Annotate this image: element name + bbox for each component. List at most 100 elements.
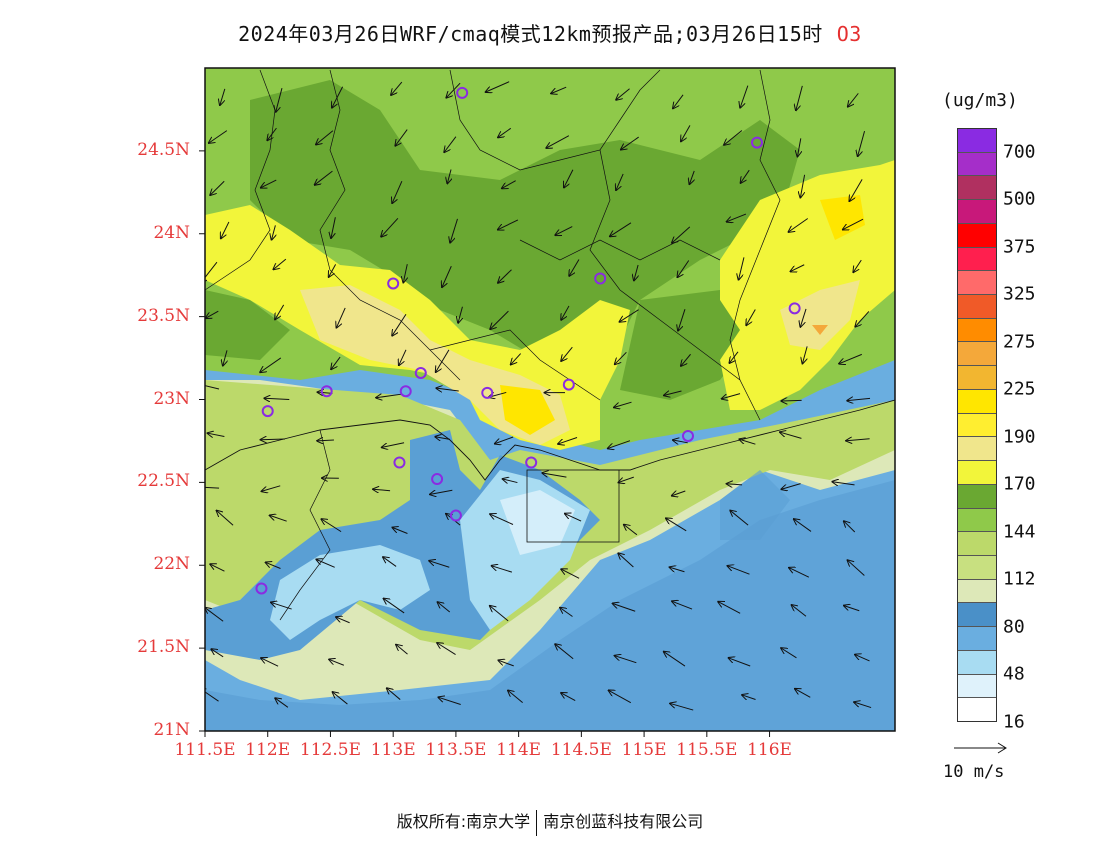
colorbar-cell	[958, 176, 996, 201]
lat-label: 23.5N	[137, 305, 190, 326]
wind-vector	[498, 219, 519, 230]
sea-deep-zone	[205, 480, 895, 731]
reference-vector-label: 10 m/s	[943, 762, 1005, 782]
wind-vector	[498, 269, 512, 283]
colorbar-cell	[958, 555, 996, 580]
colorbar-label: 170	[1003, 473, 1036, 495]
station-marker	[449, 509, 462, 522]
wind-vector	[724, 130, 743, 145]
colorbar-cell	[958, 413, 996, 438]
station-marker	[261, 405, 274, 418]
sea-light-zone	[270, 545, 430, 640]
wind-vector	[564, 169, 574, 188]
lon-label: 112E	[245, 740, 291, 760]
lon-label: 114E	[496, 740, 542, 760]
station-marker	[788, 302, 801, 315]
wind-vector	[730, 511, 749, 526]
wind-vector	[673, 440, 688, 443]
wind-vector	[727, 213, 747, 222]
wind-vector	[542, 473, 567, 478]
station-marker	[594, 272, 607, 285]
wind-vector	[561, 305, 570, 320]
wind-vector	[853, 259, 862, 272]
wind-vector	[739, 439, 756, 445]
colorbar-cell	[958, 603, 996, 628]
station-marker	[387, 277, 400, 290]
wind-vector	[458, 306, 462, 323]
colorbar-cell	[958, 247, 996, 272]
wind-vector	[331, 217, 336, 238]
colorbar-label: 112	[1003, 568, 1036, 590]
wind-vector	[373, 489, 391, 490]
wind-vector	[800, 174, 806, 198]
wind-vector	[317, 440, 334, 441]
wind-vector	[555, 226, 573, 236]
colorbar-cell	[958, 129, 996, 153]
colorbar-cell	[958, 318, 996, 343]
wind-vector	[847, 398, 871, 400]
copyright-left: 版权所有:南京大学	[396, 812, 531, 831]
wind-vector	[329, 659, 345, 666]
station-marker	[320, 385, 333, 398]
wind-vector	[672, 601, 693, 610]
wind-vector	[511, 353, 522, 365]
wind-vector	[267, 127, 277, 140]
wind-vector	[664, 390, 682, 395]
wind-vector	[565, 514, 582, 522]
wind-vector	[382, 442, 405, 448]
wind-vector	[392, 528, 408, 534]
wind-vector	[616, 173, 624, 190]
wind-vector	[333, 692, 348, 705]
reference-vector-arrow	[954, 742, 1007, 754]
colorbar-cell	[958, 508, 996, 533]
wind-vector	[392, 180, 403, 203]
wind-vector	[802, 346, 808, 363]
wind-vector	[728, 566, 750, 575]
wind-vector	[508, 690, 523, 704]
colorbar-cell	[958, 200, 996, 224]
wind-vector	[551, 86, 567, 93]
wind-vector	[781, 483, 801, 490]
wind-vector	[205, 688, 219, 702]
colorbar-unit: (ug/m3)	[942, 90, 1018, 111]
wind-vector	[430, 489, 453, 494]
colorbar-label: 80	[1003, 616, 1025, 638]
wind-vector	[608, 440, 631, 449]
wind-vector	[437, 643, 456, 656]
lat-label: 22.5N	[137, 471, 190, 492]
wind-vector	[844, 606, 860, 612]
wind-vector	[618, 553, 634, 568]
station-marker	[414, 366, 427, 379]
station-marker	[431, 473, 444, 486]
wind-vector	[490, 514, 514, 525]
wind-vectors	[205, 81, 872, 711]
lat-label: 23N	[153, 388, 190, 409]
colorbar-cell	[958, 674, 996, 699]
colorbar-cell	[958, 698, 996, 721]
wind-vector	[555, 644, 574, 660]
wind-vector	[264, 398, 290, 399]
lat-label: 22N	[153, 554, 190, 575]
lat-label: 24N	[153, 222, 190, 243]
wind-vector	[610, 222, 632, 237]
wind-vector	[561, 346, 573, 361]
wind-vector	[621, 136, 639, 149]
colorbar-cell	[958, 650, 996, 675]
wind-vector	[789, 218, 809, 231]
wind-vector	[438, 697, 461, 705]
coastline	[205, 399, 895, 481]
map-title: 2024年03月26日WRF/cmaq模式12km预报产品;03月26日15时 O…	[0, 18, 1100, 47]
wind-vector	[270, 515, 287, 522]
wind-vector	[855, 655, 870, 662]
wind-vector	[620, 309, 639, 322]
wind-vector	[614, 401, 632, 407]
wind-vector	[781, 400, 802, 401]
station-marker	[399, 385, 412, 398]
wind-vector	[780, 432, 802, 439]
colorbar-label: 325	[1003, 283, 1036, 305]
wind-vector	[746, 309, 756, 326]
wind-vector	[503, 479, 518, 483]
wind-vector	[392, 313, 407, 335]
wind-vector	[376, 394, 402, 398]
